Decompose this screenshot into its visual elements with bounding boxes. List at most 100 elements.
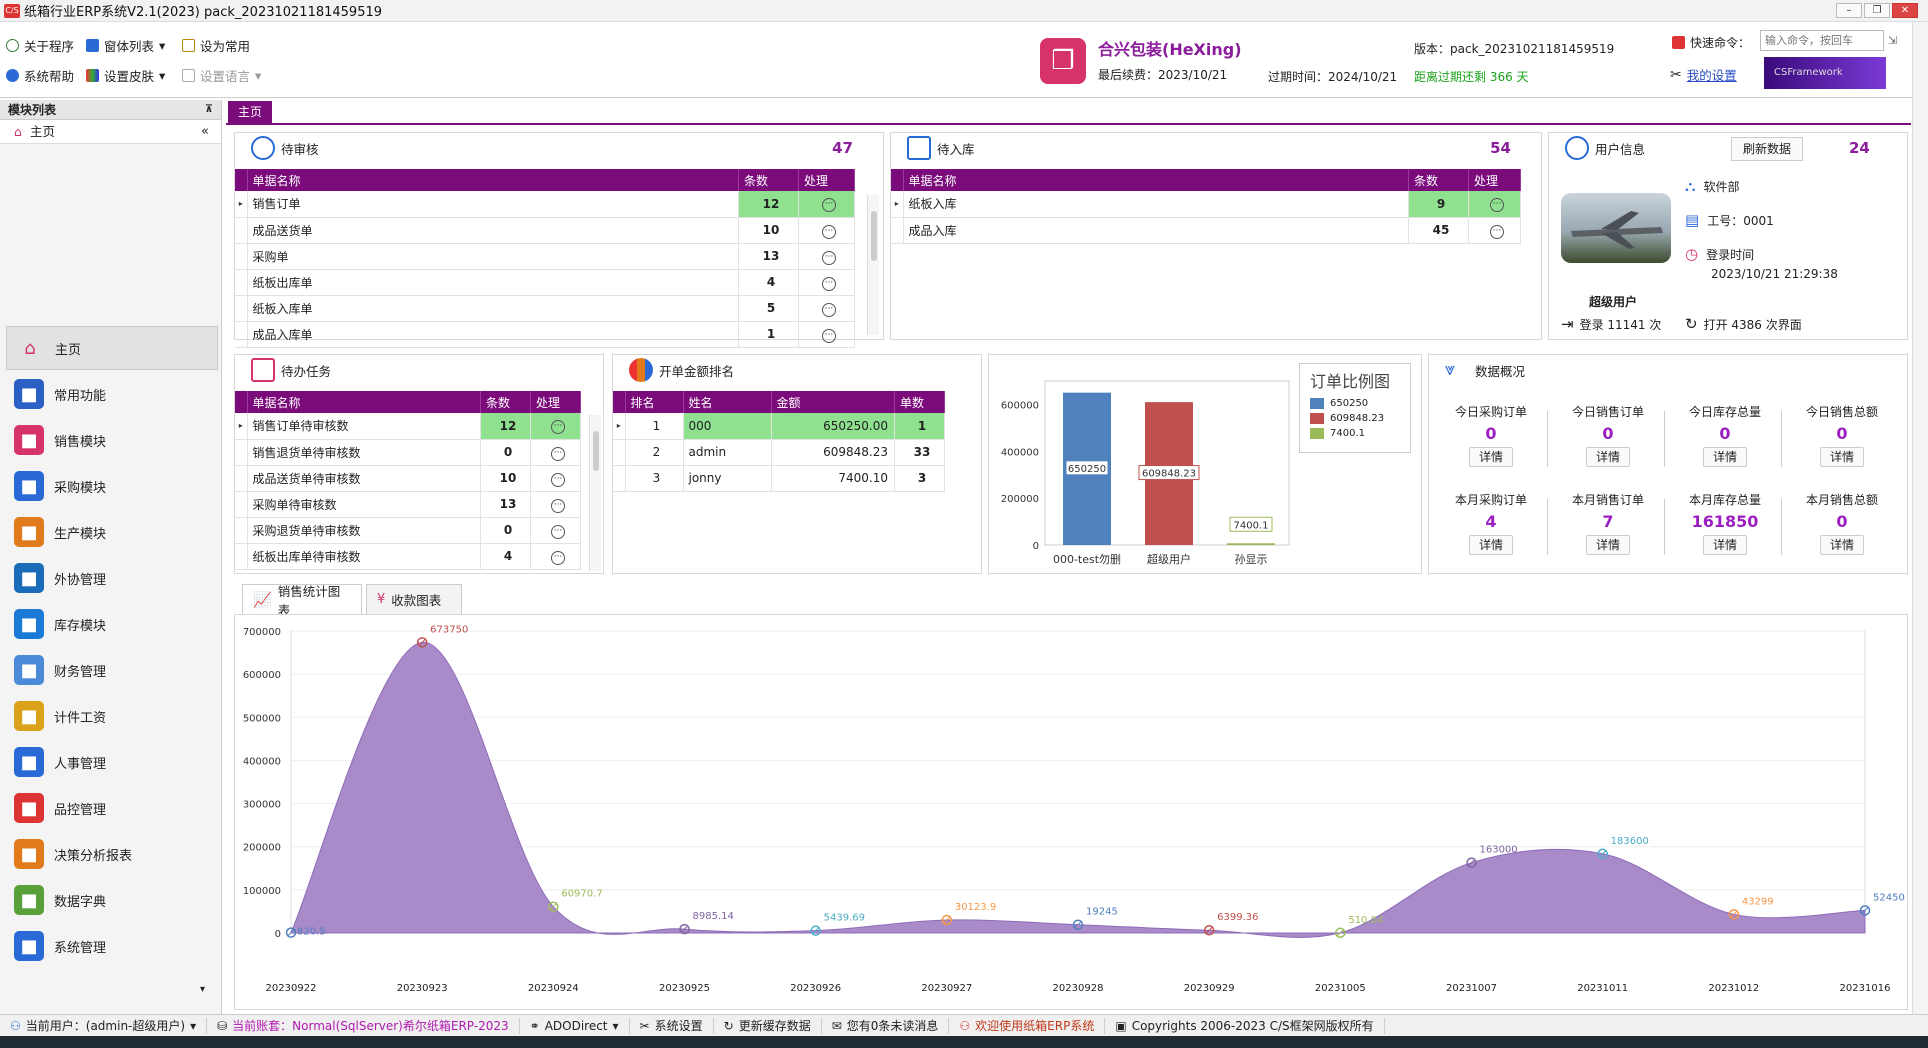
more-icon[interactable]: ···	[1490, 224, 1504, 239]
stat-detail-button[interactable]: 详情	[1586, 535, 1630, 555]
stat-detail-button[interactable]: 详情	[1820, 447, 1864, 467]
stat-detail-button[interactable]: 详情	[1469, 535, 1513, 555]
language-button[interactable]: 设置语言 ▾	[182, 66, 261, 85]
minimize-button[interactable]: –	[1836, 3, 1862, 18]
messages-button[interactable]: ✉ 您有0条未读消息	[822, 1017, 950, 1034]
more-icon[interactable]: ···	[822, 198, 836, 213]
stat-label: 今日销售订单	[1571, 405, 1644, 419]
table-row[interactable]: 成品入库单 1 ···	[235, 321, 855, 348]
more-icon[interactable]: ···	[551, 420, 565, 435]
table-row[interactable]: 3 jonny 7400.10 3	[613, 465, 945, 492]
sidebar-item-finance[interactable]: ■ 财务管理	[6, 648, 218, 692]
close-button[interactable]: ✕	[1892, 3, 1918, 18]
more-icon[interactable]: ···	[551, 550, 565, 565]
more-icon[interactable]: ···	[822, 302, 836, 317]
sidebar-item-windows[interactable]: ■ 系统管理	[6, 924, 218, 968]
login-time-row: ◷ 登录时间	[1685, 245, 1754, 263]
table-row[interactable]: 销售退货单待审核数 0 ···	[235, 439, 581, 466]
sidebar-item-report[interactable]: ■ 决策分析报表	[6, 832, 218, 876]
current-user-status[interactable]: ⚇ 当前用户：(admin-超级用户) ▾	[0, 1017, 208, 1034]
about-button[interactable]: 关于程序	[6, 36, 74, 55]
sidebar-item-home[interactable]: ⌂ 主页	[6, 326, 218, 370]
window-list-button[interactable]: 窗体列表 ▾	[86, 36, 165, 55]
todo-scrollbar[interactable]	[589, 415, 601, 571]
process-cell: ···	[530, 413, 581, 440]
tab-payment-chart[interactable]: ¥ 收款图表	[366, 584, 462, 614]
pin-icon[interactable]: ⇲	[1888, 34, 1898, 47]
pending-review-panel: 待审核 47 单据名称 条数 处理 ▸ 销售订单 12 ··· 成品送货单 10 ··· 采购单 1…	[234, 132, 884, 348]
amount-cell: 609848.23	[771, 439, 895, 466]
sidebar-item-sales[interactable]: ■ 销售模块	[6, 418, 218, 462]
sidebar-item-production[interactable]: ■ 生产模块	[6, 510, 218, 554]
pin-icon[interactable]: ⊼	[204, 104, 213, 115]
sidebar-item-purchase[interactable]: ■ 采购模块	[6, 464, 218, 508]
more-icon[interactable]: ···	[551, 472, 565, 487]
table-row[interactable]: 采购单待审核数 13 ···	[235, 491, 581, 518]
update-cache-button[interactable]: ↻ 更新缓存数据	[714, 1017, 822, 1034]
x-tick-label: 20230928	[1053, 983, 1104, 994]
more-icon[interactable]: ···	[822, 276, 836, 291]
sidebar-item-quality[interactable]: ■ 品控管理	[6, 786, 218, 830]
sidebar-item-wage[interactable]: ■ 计件工资	[6, 694, 218, 738]
tab-payment-chart-label: 收款图表	[391, 593, 442, 608]
table-row[interactable]: 采购退货单待审核数 0 ···	[235, 517, 581, 544]
table-row[interactable]: ▸ 销售订单待审核数 12 ···	[235, 413, 581, 440]
more-icon[interactable]: ···	[551, 498, 565, 513]
doc-name-cell: 采购单	[247, 243, 739, 270]
system-settings-button[interactable]: ✂ 系统设置	[630, 1017, 714, 1034]
my-settings-link[interactable]: ✂ 我的设置	[1670, 65, 1737, 84]
stat-detail-button[interactable]: 详情	[1820, 535, 1864, 555]
more-icon[interactable]: ···	[551, 524, 565, 539]
column-header: 姓名	[683, 391, 772, 413]
restore-button[interactable]: ❐	[1864, 3, 1890, 18]
set-common-button[interactable]: 设为常用	[182, 36, 250, 55]
box-icon: ▣	[1115, 1018, 1127, 1033]
sidebar-home-link[interactable]: ⌂ 主页 «	[0, 120, 221, 144]
sidebar-item-person[interactable]: ■ 人事管理	[6, 740, 218, 784]
chevron-down-icon[interactable]: ▾	[200, 984, 206, 995]
sidebar-item-outsource[interactable]: ■ 外协管理	[6, 556, 218, 600]
pending-review-scrollbar[interactable]	[867, 195, 879, 335]
table-row[interactable]: ▸ 1 000 650250.00 1	[613, 413, 945, 440]
stat-detail-button[interactable]: 详情	[1703, 535, 1747, 555]
table-row[interactable]: 纸板出库单待审核数 4 ···	[235, 543, 581, 570]
stat-detail-button[interactable]: 详情	[1586, 447, 1630, 467]
more-icon[interactable]: ···	[822, 328, 836, 343]
rank-cell: 3	[625, 465, 684, 492]
stat-divider	[1547, 411, 1548, 467]
x-tick-label: 20230922	[266, 983, 317, 994]
table-row[interactable]: ▸ 纸板入库 9 ···	[891, 191, 1521, 218]
more-icon[interactable]: ···	[1490, 198, 1504, 213]
table-row[interactable]: ▸ 销售订单 12 ···	[235, 191, 855, 218]
tab-home[interactable]: 主页	[228, 101, 272, 123]
more-icon[interactable]: ···	[551, 446, 565, 461]
user-info-count: 24	[1849, 139, 1870, 157]
welcome-label: 欢迎使用纸箱ERP系统	[975, 1019, 1095, 1033]
right-scrollbar[interactable]	[1912, 22, 1928, 1036]
table-row[interactable]: 成品入库 45 ···	[891, 217, 1521, 244]
more-icon[interactable]: ···	[822, 250, 836, 265]
legend-item: 609848.23	[1300, 411, 1410, 426]
sidebar-item-warehouse[interactable]: ■ 库存模块	[6, 602, 218, 646]
stat-card: 本月销售总额 0 详情	[1786, 491, 1898, 555]
table-row[interactable]: 纸板入库单 5 ···	[235, 295, 855, 322]
y-tick-label: 700000	[243, 627, 281, 638]
stat-detail-button[interactable]: 详情	[1703, 447, 1747, 467]
refresh-button[interactable]: 刷新数据	[1731, 137, 1803, 161]
table-row[interactable]: 纸板出库单 4 ···	[235, 269, 855, 296]
process-cell: ···	[798, 191, 855, 218]
ado-status[interactable]: ⚭ ADODirect ▾	[520, 1017, 630, 1034]
help-button[interactable]: 系统帮助	[6, 66, 74, 85]
collapse-icon[interactable]: «	[201, 123, 209, 139]
skin-button[interactable]: 设置皮肤 ▾	[86, 66, 165, 85]
table-row[interactable]: 成品送货单 10 ···	[235, 217, 855, 244]
quick-command-input[interactable]	[1760, 30, 1884, 51]
stat-detail-button[interactable]: 详情	[1469, 447, 1513, 467]
table-row[interactable]: 成品送货单待审核数 10 ···	[235, 465, 581, 492]
sidebar-item-dictionary[interactable]: ■ 数据字典	[6, 878, 218, 922]
tab-sales-chart[interactable]: 📈 销售统计图表	[242, 584, 362, 618]
sidebar-item-star[interactable]: ■ 常用功能	[6, 372, 218, 416]
more-icon[interactable]: ···	[822, 224, 836, 239]
table-row[interactable]: 2 admin 609848.23 33	[613, 439, 945, 466]
table-row[interactable]: 采购单 13 ···	[235, 243, 855, 270]
